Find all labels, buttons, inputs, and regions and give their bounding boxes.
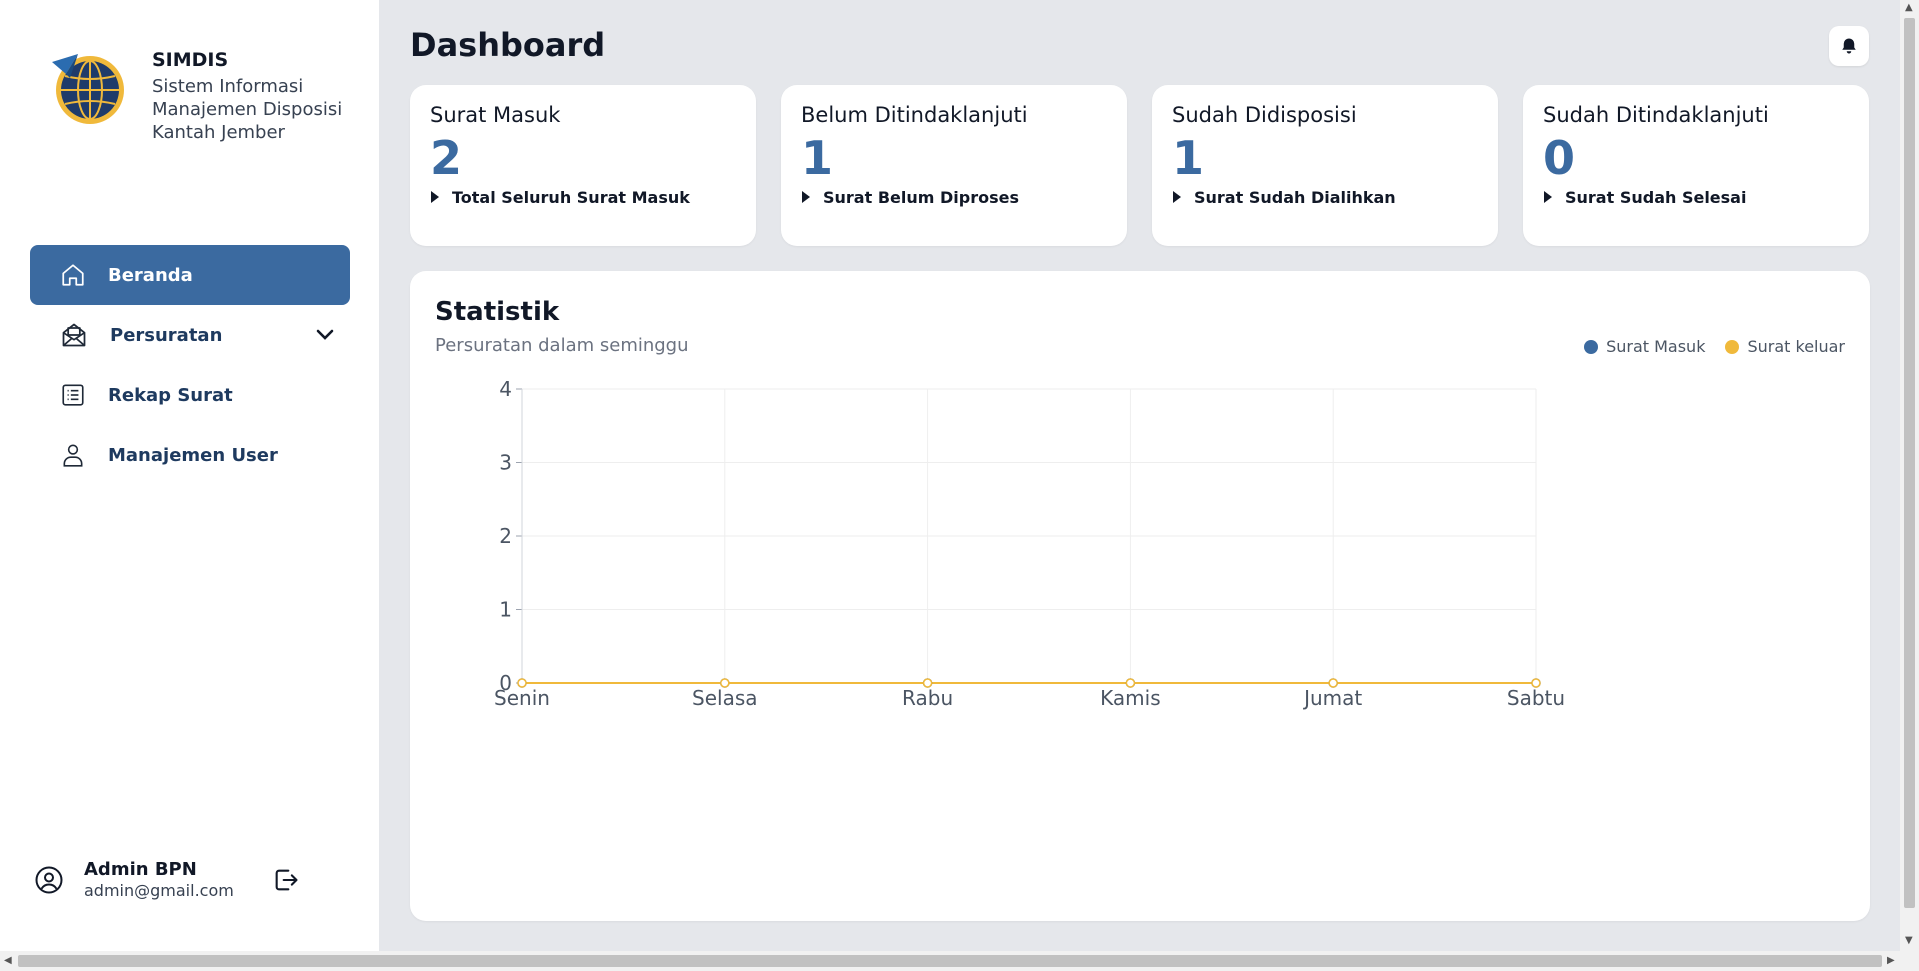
sidebar-item-label: Persuratan — [110, 324, 223, 346]
brand: SIMDIS Sistem Informasi Manajemen Dispos… — [48, 48, 342, 145]
user-circle-icon — [35, 866, 63, 894]
brand-subtitle-line-1: Sistem Informasi — [152, 75, 304, 97]
card-title: Surat Masuk — [430, 103, 561, 127]
horizontal-scrollbar[interactable]: ◀ ▶ — [0, 951, 1919, 971]
card-belum-ditindaklanjuti[interactable]: Belum Ditindaklanjuti 1 Surat Belum Dipr… — [781, 85, 1127, 246]
sidebar-item-beranda[interactable]: Beranda — [30, 245, 350, 305]
vertical-scrollbar[interactable]: ▲ ▼ — [1900, 0, 1919, 951]
card-surat-masuk[interactable]: Surat Masuk 2 Total Seluruh Surat Masuk — [410, 85, 756, 246]
x-tick-label: Rabu — [902, 686, 953, 710]
chart-legend: Surat Masuk Surat keluar — [1584, 337, 1845, 356]
line-chart: 0 1 2 3 4 Senin Selasa Rabu Kamis Jumat Sabtu — [494, 377, 1565, 710]
card-caption: Surat Sudah Dialihkan — [1194, 187, 1396, 207]
card-sudah-ditindaklanjuti[interactable]: Sudah Ditindaklanjuti 0 Surat Sudah Sele… — [1523, 85, 1869, 246]
sidebar-item-label: Beranda — [108, 264, 193, 286]
legend-dot-surat-keluar — [1725, 339, 1740, 354]
statistics-panel: Statistik Persuratan dalam seminggu Sura… — [410, 271, 1870, 921]
data-point-surat-keluar — [517, 678, 527, 688]
card-caption: Surat Sudah Selesai — [1565, 187, 1747, 207]
page-title: Dashboard — [410, 26, 606, 64]
y-tick-label: 4 — [499, 377, 512, 401]
notification-button[interactable] — [1829, 26, 1869, 66]
card-value: 1 — [801, 131, 834, 185]
x-tick-label: Jumat — [1302, 686, 1362, 710]
stats-title: Statistik — [435, 297, 560, 327]
data-point-surat-keluar — [720, 678, 730, 688]
card-value: 0 — [1543, 131, 1576, 185]
legend-item-surat-masuk[interactable]: Surat Masuk — [1584, 337, 1705, 356]
card-value: 2 — [430, 131, 463, 185]
brand-title: SIMDIS — [152, 49, 229, 71]
scroll-up-icon[interactable]: ▲ — [1905, 2, 1913, 13]
x-tick-label: Selasa — [692, 686, 758, 710]
sidebar-nav: Beranda Persuratan — [30, 245, 350, 485]
user-email: admin@gmail.com — [84, 881, 234, 901]
caret-right-icon — [802, 191, 810, 204]
card-value: 1 — [1172, 131, 1205, 185]
legend-dot-surat-masuk — [1584, 339, 1599, 354]
horizontal-scroll-thumb[interactable] — [18, 955, 1882, 967]
chevron-down-icon[interactable] — [316, 329, 334, 341]
list-icon — [62, 384, 84, 406]
card-caption: Total Seluruh Surat Masuk — [452, 187, 690, 207]
data-point-surat-keluar — [1328, 678, 1338, 688]
user-icon — [63, 444, 83, 467]
card-caption: Surat Belum Diproses — [823, 187, 1019, 207]
logout-icon — [275, 869, 298, 891]
logout-button[interactable] — [272, 866, 300, 894]
sidebar-item-rekap-surat[interactable]: Rekap Surat — [30, 365, 350, 425]
x-tick-label: Kamis — [1100, 686, 1160, 710]
y-tick-label: 2 — [499, 524, 512, 548]
bell-icon — [1842, 38, 1856, 54]
data-point-surat-keluar — [922, 678, 933, 688]
scroll-down-icon[interactable]: ▼ — [1905, 935, 1913, 946]
card-sudah-didisposisi[interactable]: Sudah Didisposisi 1 Surat Sudah Dialihka… — [1152, 85, 1498, 246]
scroll-left-icon[interactable]: ◀ — [4, 955, 12, 966]
x-tick-label: Senin — [494, 686, 550, 710]
legend-label: Surat keluar — [1747, 337, 1845, 356]
y-tick-label: 0 — [499, 671, 512, 695]
stats-subtitle: Persuratan dalam seminggu — [435, 335, 689, 356]
scroll-right-icon[interactable]: ▶ — [1887, 955, 1895, 966]
home-icon — [62, 264, 84, 286]
x-tick-label: Sabtu — [1507, 686, 1565, 710]
sidebar-item-label: Manajemen User — [108, 444, 278, 466]
y-tick-label: 3 — [499, 451, 512, 475]
summary-cards: Surat Masuk 2 Total Seluruh Surat Masuk … — [410, 85, 1869, 246]
sidebar: SIMDIS Sistem Informasi Manajemen Dispos… — [0, 0, 380, 951]
sidebar-item-persuratan[interactable]: Persuratan — [30, 305, 350, 365]
brand-subtitle-line-2: Manajemen Disposisi — [152, 99, 343, 121]
legend-label: Surat Masuk — [1606, 337, 1706, 356]
user-name: Admin BPN — [84, 859, 197, 880]
legend-item-surat-keluar[interactable]: Surat keluar — [1725, 337, 1845, 356]
card-title: Sudah Didisposisi — [1172, 103, 1357, 127]
data-point-surat-keluar — [1125, 678, 1136, 688]
card-title: Belum Ditindaklanjuti — [801, 103, 1028, 127]
card-title: Sudah Ditindaklanjuti — [1543, 103, 1769, 127]
sidebar-item-label: Rekap Surat — [108, 384, 233, 406]
caret-right-icon — [1173, 191, 1181, 204]
sidebar-item-manajemen-user[interactable]: Manajemen User — [30, 425, 350, 485]
data-point-surat-keluar — [1531, 678, 1541, 688]
caret-right-icon — [431, 191, 439, 204]
vertical-scroll-thumb[interactable] — [1904, 18, 1915, 908]
mail-open-icon — [62, 323, 86, 347]
simdis-logo-icon — [52, 54, 124, 124]
caret-right-icon — [1544, 191, 1552, 204]
y-tick-label: 1 — [499, 598, 512, 622]
user-panel: Admin BPN admin@gmail.com — [34, 858, 300, 902]
brand-subtitle-line-3: Kantah Jember — [152, 122, 285, 144]
